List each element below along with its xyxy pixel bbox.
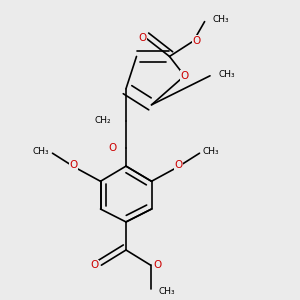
Text: O: O <box>69 160 77 170</box>
Text: O: O <box>154 260 162 270</box>
Text: O: O <box>90 260 98 270</box>
Text: CH₃: CH₃ <box>202 147 219 156</box>
Text: O: O <box>175 160 183 170</box>
Text: CH₃: CH₃ <box>158 287 175 296</box>
Text: CH₂: CH₂ <box>95 116 112 125</box>
Text: O: O <box>138 33 147 43</box>
Text: O: O <box>109 143 117 153</box>
Text: CH₃: CH₃ <box>218 70 235 79</box>
Text: O: O <box>192 36 201 46</box>
Text: O: O <box>180 71 189 81</box>
Text: CH₃: CH₃ <box>212 16 229 25</box>
Text: CH₃: CH₃ <box>33 147 50 156</box>
